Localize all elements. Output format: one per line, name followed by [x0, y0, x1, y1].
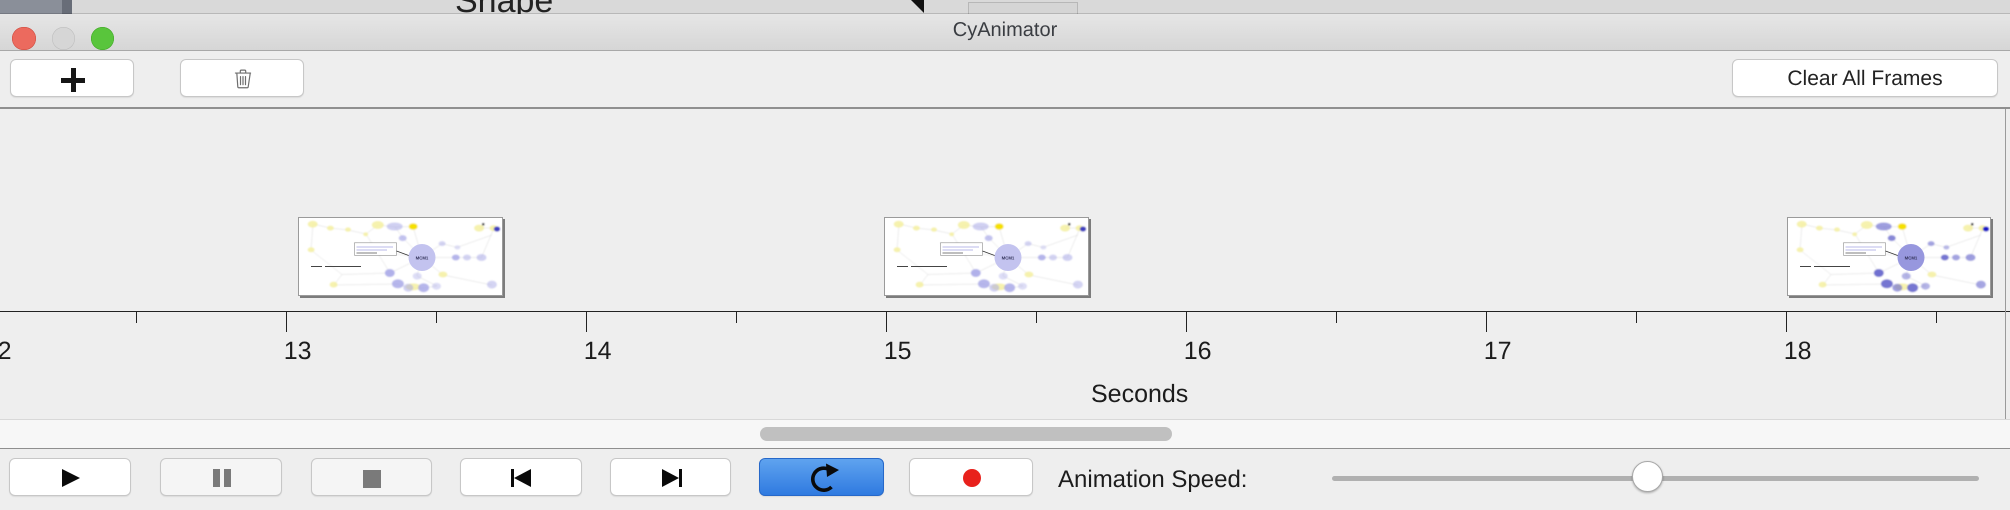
svg-text:MCM1: MCM1	[416, 256, 429, 261]
svg-text:MCM1: MCM1	[1002, 256, 1015, 261]
svg-text:MCM1: MCM1	[1905, 256, 1918, 261]
